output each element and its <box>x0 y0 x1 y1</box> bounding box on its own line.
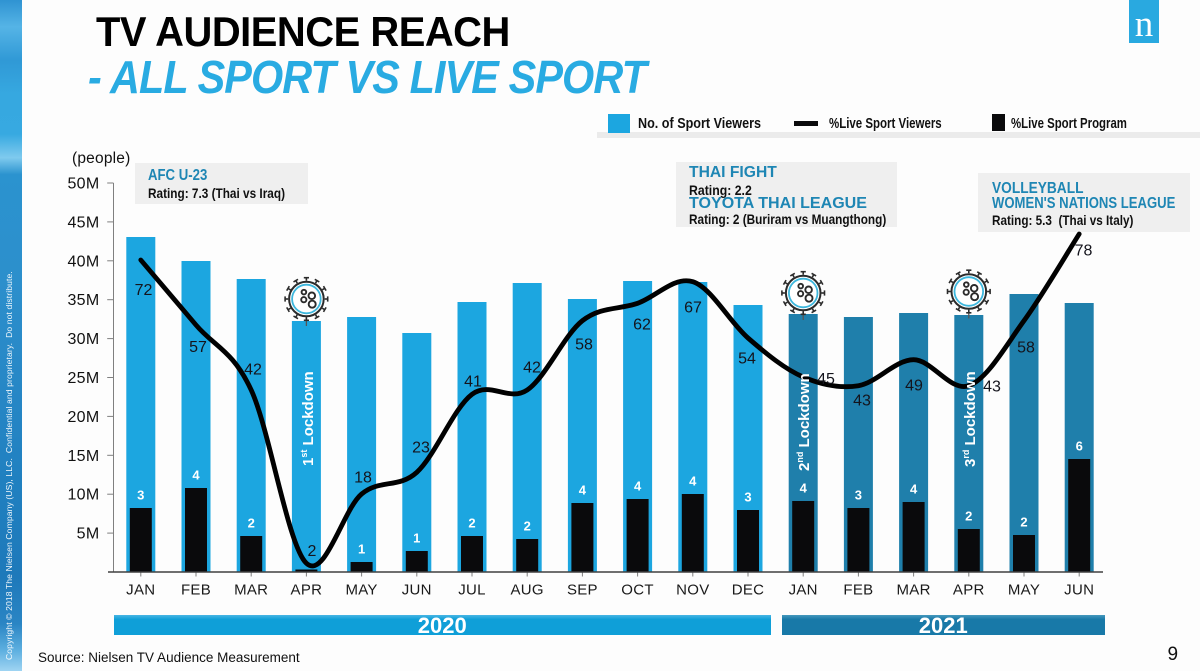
svg-text:MAY: MAY <box>1008 582 1040 599</box>
svg-text:42: 42 <box>523 360 541 377</box>
svg-text:JUL: JUL <box>458 582 486 599</box>
svg-text:NOV: NOV <box>676 582 709 599</box>
svg-text:1: 1 <box>413 531 420 546</box>
svg-text:2: 2 <box>1020 515 1027 530</box>
svg-text:43: 43 <box>853 393 871 410</box>
svg-text:50M: 50M <box>67 176 99 193</box>
svg-text:54: 54 <box>738 351 756 368</box>
svg-text:MAY: MAY <box>345 582 377 599</box>
svg-text:42: 42 <box>244 362 262 379</box>
svg-text:49: 49 <box>905 378 923 395</box>
svg-text:AUG: AUG <box>510 582 543 599</box>
svg-text:4: 4 <box>800 481 808 496</box>
svg-text:45: 45 <box>817 371 835 388</box>
svg-text:1: 1 <box>358 542 365 557</box>
svg-text:6: 6 <box>1076 439 1083 454</box>
svg-text:2: 2 <box>248 516 255 531</box>
svg-text:78: 78 <box>1075 243 1093 260</box>
svg-text:40M: 40M <box>67 253 99 270</box>
svg-text:JAN: JAN <box>126 582 155 599</box>
svg-text:57: 57 <box>189 339 207 356</box>
svg-text:5M: 5M <box>77 526 100 543</box>
svg-text:4: 4 <box>910 482 918 497</box>
svg-text:MAR: MAR <box>896 582 930 599</box>
svg-text:4: 4 <box>192 468 200 483</box>
svg-text:72: 72 <box>135 282 153 299</box>
svg-text:APR: APR <box>953 582 985 599</box>
svg-text:30M: 30M <box>67 331 99 348</box>
svg-text:2: 2 <box>965 509 972 524</box>
svg-text:15M: 15M <box>67 448 99 465</box>
svg-text:2: 2 <box>308 543 317 560</box>
svg-text:67: 67 <box>684 300 702 317</box>
svg-text:10M: 10M <box>67 487 99 504</box>
svg-text:FEB: FEB <box>181 582 211 599</box>
svg-text:FEB: FEB <box>843 582 873 599</box>
svg-text:18: 18 <box>354 470 372 487</box>
svg-text:45M: 45M <box>67 214 99 231</box>
svg-text:APR: APR <box>291 582 323 599</box>
svg-text:2: 2 <box>524 519 531 534</box>
svg-text:DEC: DEC <box>732 582 765 599</box>
svg-text:JUN: JUN <box>402 582 432 599</box>
svg-text:4: 4 <box>689 474 697 489</box>
svg-text:35M: 35M <box>67 292 99 309</box>
svg-text:4: 4 <box>579 483 587 498</box>
svg-text:OCT: OCT <box>621 582 654 599</box>
svg-text:2: 2 <box>468 516 475 531</box>
svg-text:62: 62 <box>633 317 651 334</box>
svg-text:3: 3 <box>744 490 751 505</box>
svg-text:3: 3 <box>855 488 862 503</box>
svg-text:20M: 20M <box>67 409 99 426</box>
svg-text:25M: 25M <box>67 370 99 387</box>
svg-text:3: 3 <box>137 488 144 503</box>
svg-text:58: 58 <box>1017 340 1035 357</box>
svg-text:41: 41 <box>464 374 482 391</box>
svg-text:43: 43 <box>983 379 1001 396</box>
svg-text:JUN: JUN <box>1064 582 1094 599</box>
svg-text:SEP: SEP <box>567 582 598 599</box>
svg-text:JAN: JAN <box>789 582 818 599</box>
svg-text:4: 4 <box>634 479 642 494</box>
svg-text:MAR: MAR <box>234 582 268 599</box>
svg-text:23: 23 <box>412 440 430 457</box>
svg-text:58: 58 <box>575 337 593 354</box>
